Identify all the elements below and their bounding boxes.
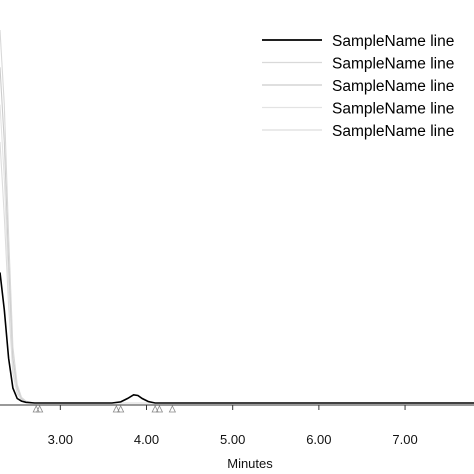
x-tick-label: 4.00 xyxy=(134,432,159,447)
x-tick-label: 3.00 xyxy=(48,432,73,447)
x-tick-label: 6.00 xyxy=(306,432,331,447)
legend-label-5: SampleName line xyxy=(332,123,454,140)
peak-marker-triangle xyxy=(117,405,125,413)
legend-label-1: SampleName line xyxy=(332,33,454,50)
peak-marker-triangle xyxy=(112,405,120,413)
legend-label-2: SampleName line xyxy=(332,56,454,73)
legend: SampleName line SampleName line SampleName… xyxy=(262,33,454,140)
peak-marker-triangle xyxy=(35,405,44,413)
series-line-1 xyxy=(0,272,474,404)
series-layer xyxy=(0,29,474,404)
peak-markers xyxy=(32,405,177,413)
peak-marker-triangle xyxy=(168,405,177,413)
legend-label-4: SampleName line xyxy=(332,101,454,118)
x-axis-label: Minutes xyxy=(227,456,273,471)
legend-label-3: SampleName line xyxy=(332,78,454,95)
x-tick-label: 5.00 xyxy=(220,432,245,447)
x-tick-label: 7.00 xyxy=(392,432,417,447)
peak-marker-triangle xyxy=(32,405,40,413)
peak-marker-triangle xyxy=(155,405,164,413)
x-axis-ticks: 3.00 4.00 5.00 6.00 7.00 xyxy=(48,405,418,447)
peak-marker-triangle xyxy=(151,405,159,413)
